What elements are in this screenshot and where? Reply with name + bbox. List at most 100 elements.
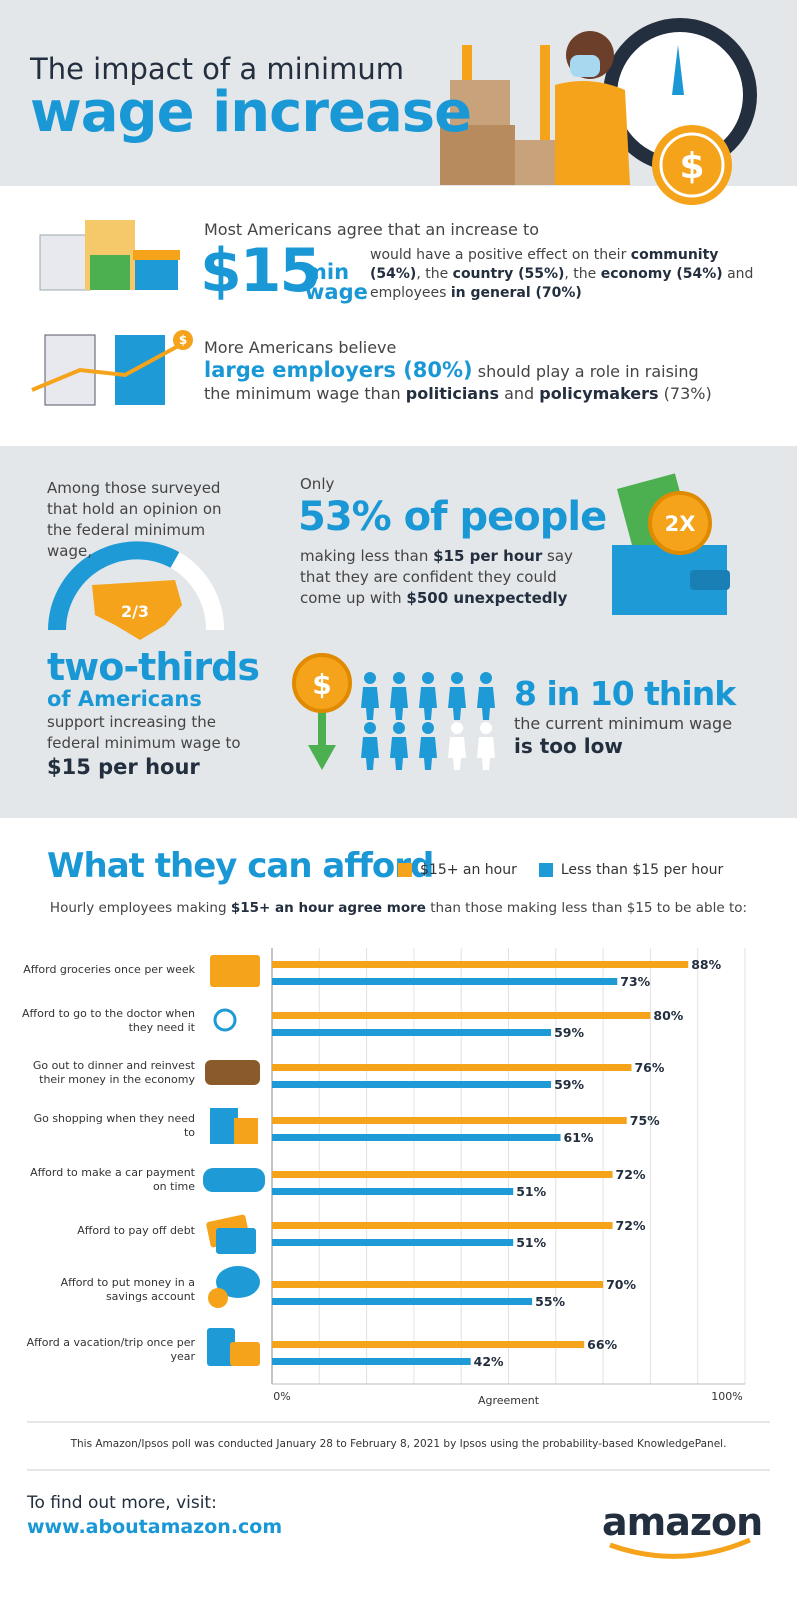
category-label: Afford to go to the doctor when they nee… xyxy=(21,1007,195,1034)
value-label: 51% xyxy=(516,1184,546,1199)
person-head xyxy=(364,722,376,734)
text-run: large employers (80%) xyxy=(204,358,473,382)
bar-chart: 0% 100% Agreement 88% 73% 80% 59% 76% 59% 75% 61% 7… xyxy=(271,948,746,1407)
footer-url[interactable]: www.aboutamazon.com xyxy=(27,1516,283,1538)
text-run: $15 per hour xyxy=(433,547,543,565)
chart-title: What they can afford xyxy=(47,846,434,886)
text-run: would have a positive effect on their xyxy=(370,247,631,263)
map-label: 2/3 xyxy=(121,602,149,621)
bar xyxy=(272,1134,561,1141)
only: Only xyxy=(300,475,335,493)
bar xyxy=(272,1239,514,1246)
text-run: , the xyxy=(416,266,453,282)
coin-symbol: $ xyxy=(679,146,704,187)
legend-label: Less than $15 per hour xyxy=(560,862,724,878)
bar xyxy=(272,1281,604,1288)
text-run: (73%) xyxy=(658,384,712,403)
shop xyxy=(135,255,178,290)
building xyxy=(39,234,91,291)
person-icon xyxy=(477,722,495,770)
bar xyxy=(272,961,689,968)
box xyxy=(450,80,510,125)
wage-intro: Most Americans agree that an increase to xyxy=(204,220,540,239)
bar xyxy=(272,1171,613,1178)
value-label: 55% xyxy=(535,1294,565,1309)
icon-bag xyxy=(234,1118,258,1144)
person-icon xyxy=(448,672,466,720)
person-head xyxy=(480,672,492,684)
value-label: 72% xyxy=(616,1167,646,1182)
person-head xyxy=(480,722,492,734)
text-run: Hourly employees making xyxy=(49,900,231,916)
person-body xyxy=(477,687,495,720)
box xyxy=(515,140,555,185)
bar xyxy=(272,1064,632,1071)
coin xyxy=(652,125,732,205)
icon-burger xyxy=(205,1060,260,1085)
trend-line xyxy=(31,343,181,392)
legend-item: Less than $15 per hour xyxy=(538,862,724,878)
category-label: Go shopping when they need to xyxy=(33,1112,195,1139)
think-line: is too low xyxy=(514,734,623,758)
legend: $15+ an hour Less than $15 per hour xyxy=(398,862,723,878)
text-run: the minimum wage than xyxy=(204,384,406,403)
text-run: country (55%) xyxy=(452,266,565,282)
bar xyxy=(272,1029,552,1036)
value-label: 88% xyxy=(691,957,721,972)
employers-line: the minimum wage than politicians and po… xyxy=(204,384,712,403)
text-run: $500 unexpectedly xyxy=(406,589,568,607)
gauge-filled xyxy=(48,541,180,631)
think-headline: 8 in 10 think xyxy=(514,674,736,713)
wallet-label: 2X xyxy=(665,512,696,536)
person-head xyxy=(393,722,405,734)
wage-amount: $15 xyxy=(200,236,321,306)
office xyxy=(115,335,165,405)
coin xyxy=(648,491,712,555)
bar xyxy=(272,1222,613,1229)
person-icon xyxy=(448,722,466,770)
coin xyxy=(292,653,352,713)
person-body xyxy=(361,737,379,770)
person-body xyxy=(361,687,379,720)
footnote: This Amazon/Ipsos poll was conducted Jan… xyxy=(70,1438,727,1450)
category-label: Go out to dinner and reinvest their mone… xyxy=(32,1059,195,1086)
person-body xyxy=(448,737,466,770)
category-label: Afford a vacation/trip once per year xyxy=(26,1336,195,1363)
text-run: politicians xyxy=(405,384,500,403)
people-icons xyxy=(361,672,495,770)
person-icon xyxy=(390,722,408,770)
text-run: community (54%) xyxy=(370,247,724,282)
category-label: Afford to put money in a savings account xyxy=(60,1276,195,1303)
clock-hand xyxy=(672,45,684,95)
icon-stethoscope xyxy=(213,1008,237,1032)
person-head xyxy=(364,672,376,684)
value-label: 72% xyxy=(616,1218,646,1233)
icon-piggy xyxy=(216,1266,260,1298)
chart-subtitle: Hourly employees making $15+ an hour agr… xyxy=(0,900,797,916)
value-label: 59% xyxy=(554,1077,584,1092)
bar xyxy=(272,978,618,985)
mask xyxy=(570,55,600,77)
wage-unit: min xyxy=(305,260,350,284)
think-line: the current minimum wage xyxy=(514,714,733,733)
person-head xyxy=(451,672,463,684)
text-run: and xyxy=(499,384,540,403)
bar xyxy=(272,1117,627,1124)
coin-symbol: $ xyxy=(179,333,187,347)
text-run: policymakers xyxy=(539,384,659,403)
person-icon xyxy=(419,672,437,720)
person-icon xyxy=(477,672,495,720)
bar xyxy=(272,1341,585,1348)
icon-basket xyxy=(210,955,260,987)
value-label: 70% xyxy=(606,1277,636,1292)
stat-body: making less than $15 per hour say that t… xyxy=(300,546,600,609)
stat: 53% of people xyxy=(298,494,607,540)
opinion-body: support increasing the federal minimum w… xyxy=(47,713,241,752)
icon-suitcase xyxy=(230,1342,260,1366)
person-body xyxy=(390,737,408,770)
category-label: Afford groceries once per week xyxy=(23,963,195,976)
logo-smile xyxy=(609,1537,751,1559)
coin xyxy=(173,330,193,350)
